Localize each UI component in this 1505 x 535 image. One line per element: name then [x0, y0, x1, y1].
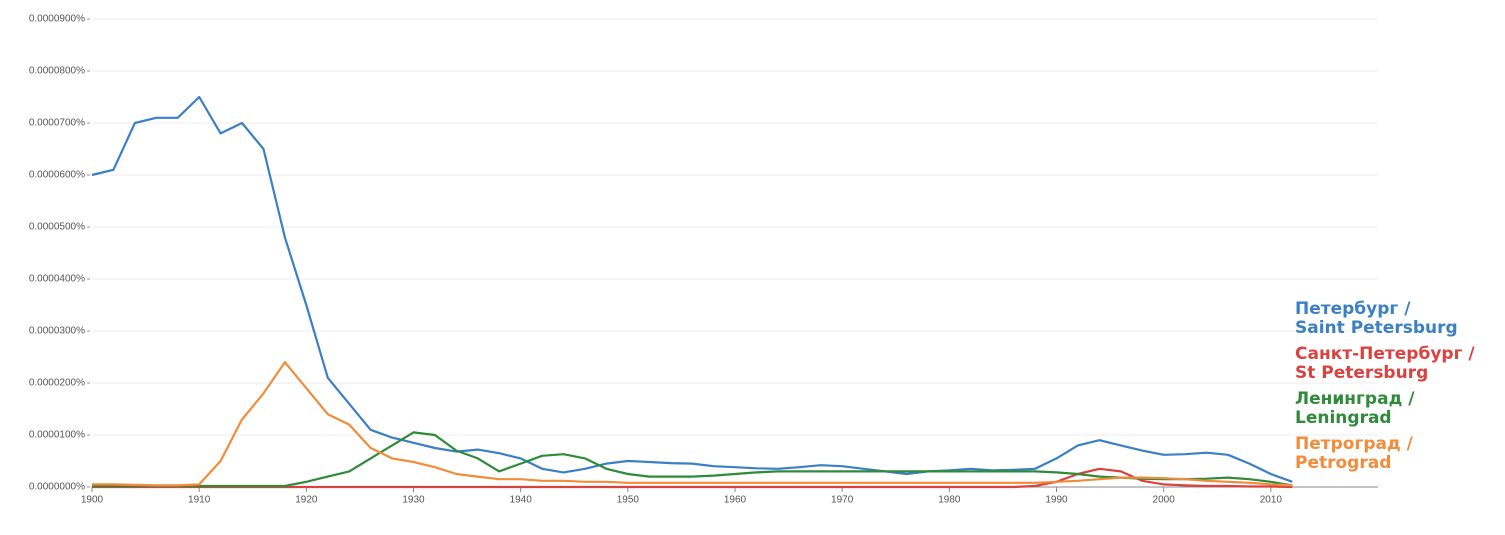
y-tick-label: 0.0000400%: [29, 274, 85, 285]
series-line: [92, 467, 1293, 489]
series-line: [92, 361, 1293, 487]
x-tick-label: 1960: [724, 495, 747, 506]
x-tick-label: 1950: [617, 495, 640, 506]
legend-entry: Ленинград / Leningrad: [1295, 389, 1415, 428]
y-tick-label: 0.0000200%: [29, 378, 85, 389]
x-tick-label: 1920: [295, 495, 318, 506]
series-line: [92, 431, 1293, 488]
legend-entry: Санкт-Петербург / St Petersburg: [1295, 344, 1475, 383]
y-tick-label: 0.0000500%: [29, 222, 85, 233]
y-tick-label: 0.0000800%: [29, 66, 85, 77]
x-tick-label: 1940: [510, 495, 533, 506]
x-tick-label: 1980: [938, 495, 961, 506]
x-tick-label: 2010: [1260, 495, 1283, 506]
legend-entry: Петербург / Saint Petersburg: [1295, 299, 1458, 338]
y-tick-label: 0.0000100%: [29, 430, 85, 441]
legend-entry: Петроград / Petrograd: [1295, 434, 1413, 473]
x-tick-label: 1900: [81, 495, 104, 506]
y-tick-label: 0.0000700%: [29, 118, 85, 129]
y-tick-label: 0.0000600%: [29, 170, 85, 181]
x-tick-label: 1930: [402, 495, 425, 506]
x-tick-label: 2000: [1153, 495, 1176, 506]
y-tick-label: 0.0000000%: [29, 482, 85, 493]
x-tick-label: 1990: [1045, 495, 1068, 506]
x-tick-label: 1970: [831, 495, 854, 506]
y-tick-label: 0.0000300%: [29, 326, 85, 337]
y-tick-label: 0.0000900%: [29, 14, 85, 25]
x-tick-label: 1910: [188, 495, 211, 506]
series-line: [91, 95, 1293, 483]
